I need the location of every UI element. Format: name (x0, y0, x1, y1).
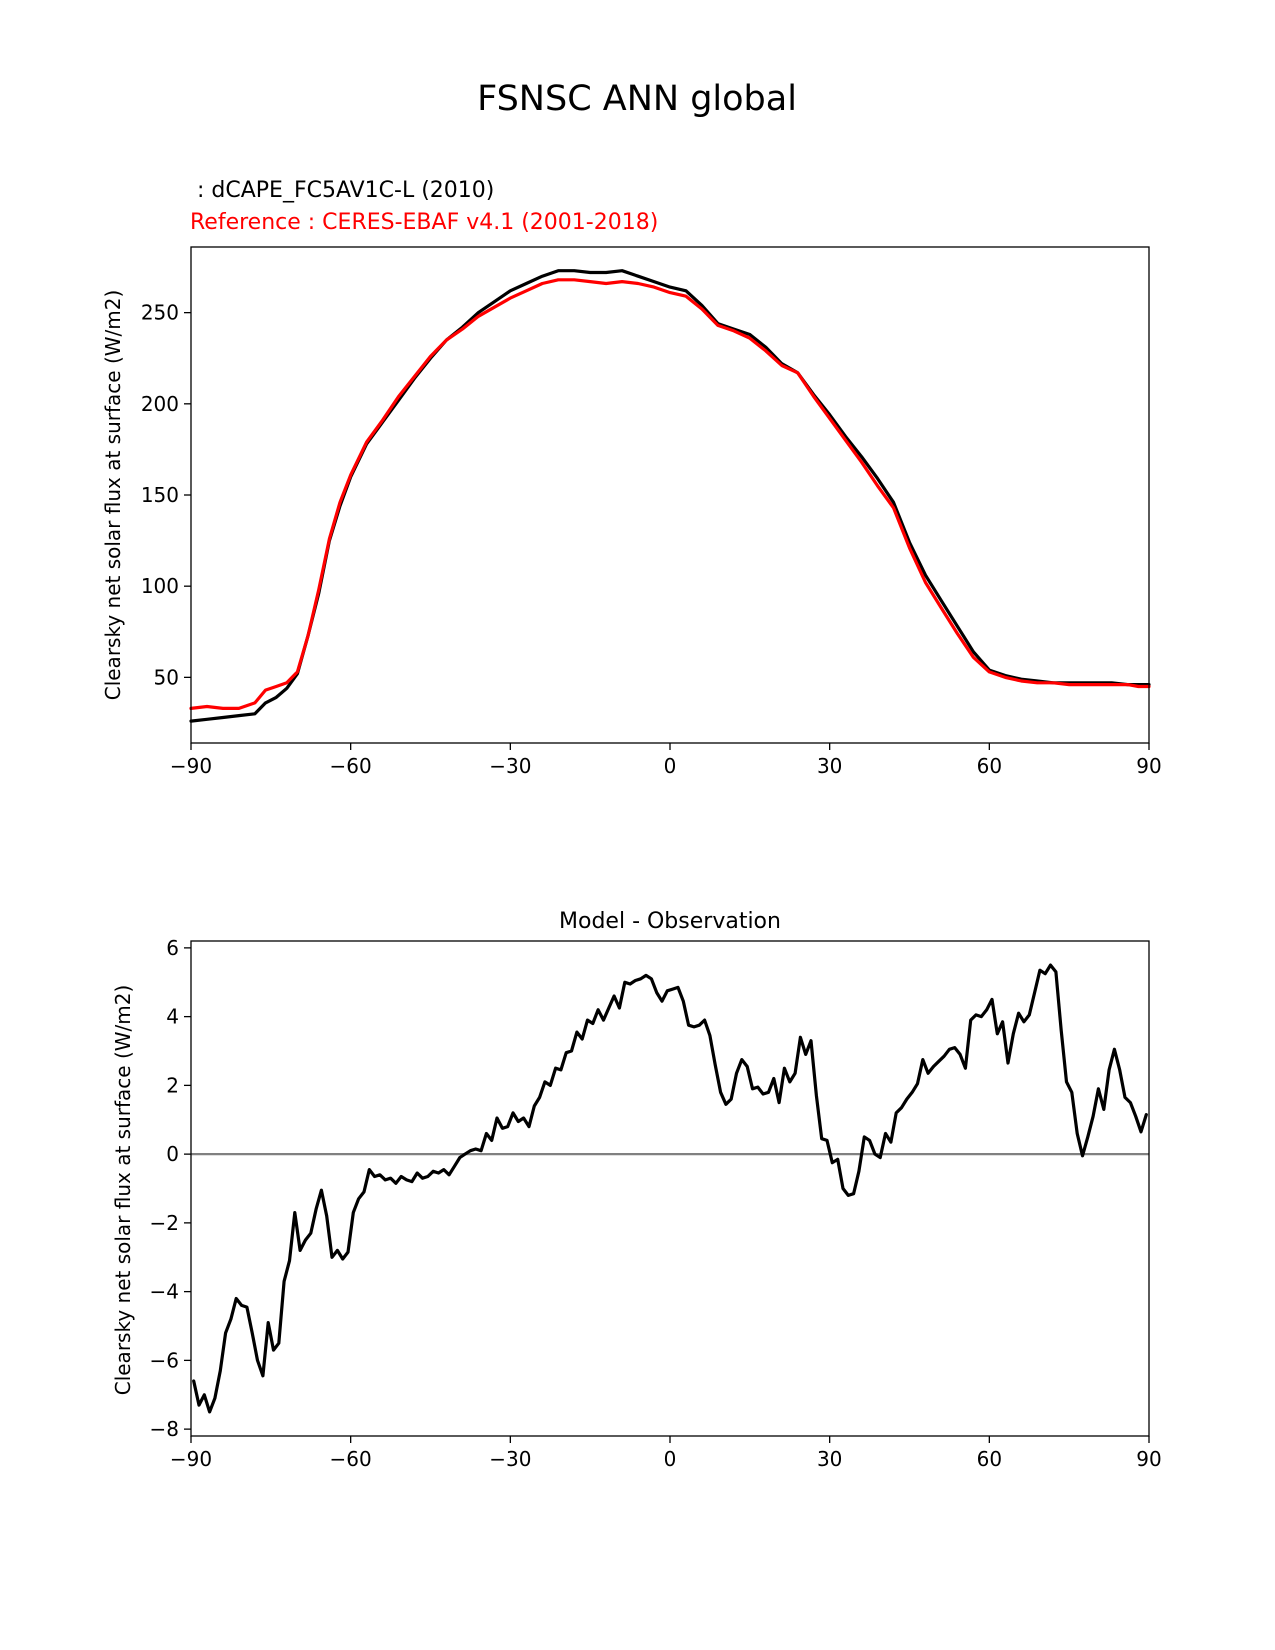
bottom-ylabel: Clearsky net solar flux at surface (W/m2… (111, 985, 135, 1396)
reference-legend-label: Reference : CERES-EBAF v4.1 (2001-2018) (190, 210, 658, 235)
top-ylabel: Clearsky net solar flux at surface (W/m2… (101, 290, 125, 701)
top-ytick-label: 200 (141, 392, 179, 416)
bottom-xtick-label: 60 (977, 1447, 1002, 1471)
bottom-xtick-label: −30 (489, 1447, 531, 1471)
bottom-plot-frame (190, 940, 1150, 1437)
bottom-series-group (192, 963, 1148, 1414)
top-panel: : dCAPE_FC5AV1C-L (2010) Reference : CER… (101, 178, 1162, 778)
bottom-xtick-label: −60 (330, 1447, 372, 1471)
bottom-ytick-label: −6 (150, 1348, 179, 1372)
top-ytick-label: 50 (154, 665, 179, 689)
top-series-group (189, 269, 1151, 723)
top-xtick-label: −90 (170, 754, 212, 778)
top-ytick-label: 150 (141, 483, 179, 507)
top-plot-frame (190, 246, 1150, 744)
top-series-line-reference (189, 278, 1151, 711)
top-ytick-label: 100 (141, 574, 179, 598)
top-xtick-label: 0 (664, 754, 677, 778)
top-xtick-label: −60 (330, 754, 372, 778)
bottom-xtick-label: −90 (170, 1447, 212, 1471)
top-xtick-label: 60 (977, 754, 1002, 778)
bottom-ytick-label: −8 (150, 1417, 179, 1441)
bottom-ytick-label: 2 (166, 1073, 179, 1097)
bottom-ytick-label: −2 (150, 1211, 179, 1235)
bottom-series-line-model (192, 963, 1148, 1414)
figure-title: FSNSC ANN global (477, 79, 797, 119)
top-axes: −90 −60 −30 0 30 60 90 50 100 150 200 250 (141, 301, 1162, 778)
bottom-xtick-label: 90 (1136, 1447, 1161, 1471)
bottom-ytick-label: −4 (150, 1280, 179, 1304)
bottom-title: Model - Observation (559, 909, 781, 934)
bottom-ytick-label: 6 (166, 936, 179, 960)
top-xtick-label: −30 (489, 754, 531, 778)
bottom-xtick-label: 30 (817, 1447, 842, 1471)
bottom-axes: −90 −60 −30 0 30 60 90 −8 −6 −4 −2 0 2 4 6 (150, 936, 1162, 1471)
bottom-panel: Model - Observation Clearsky net solar f… (111, 909, 1162, 1471)
bottom-ytick-label: 4 (166, 1005, 179, 1029)
top-ytick-label: 250 (141, 301, 179, 325)
bottom-xtick-label: 0 (664, 1447, 677, 1471)
bottom-ytick-label: 0 (166, 1142, 179, 1166)
test-legend-label: : dCAPE_FC5AV1C-L (2010) (190, 178, 494, 203)
top-series-line-model (189, 269, 1151, 723)
top-xtick-label: 30 (817, 754, 842, 778)
top-xtick-label: 90 (1136, 754, 1161, 778)
